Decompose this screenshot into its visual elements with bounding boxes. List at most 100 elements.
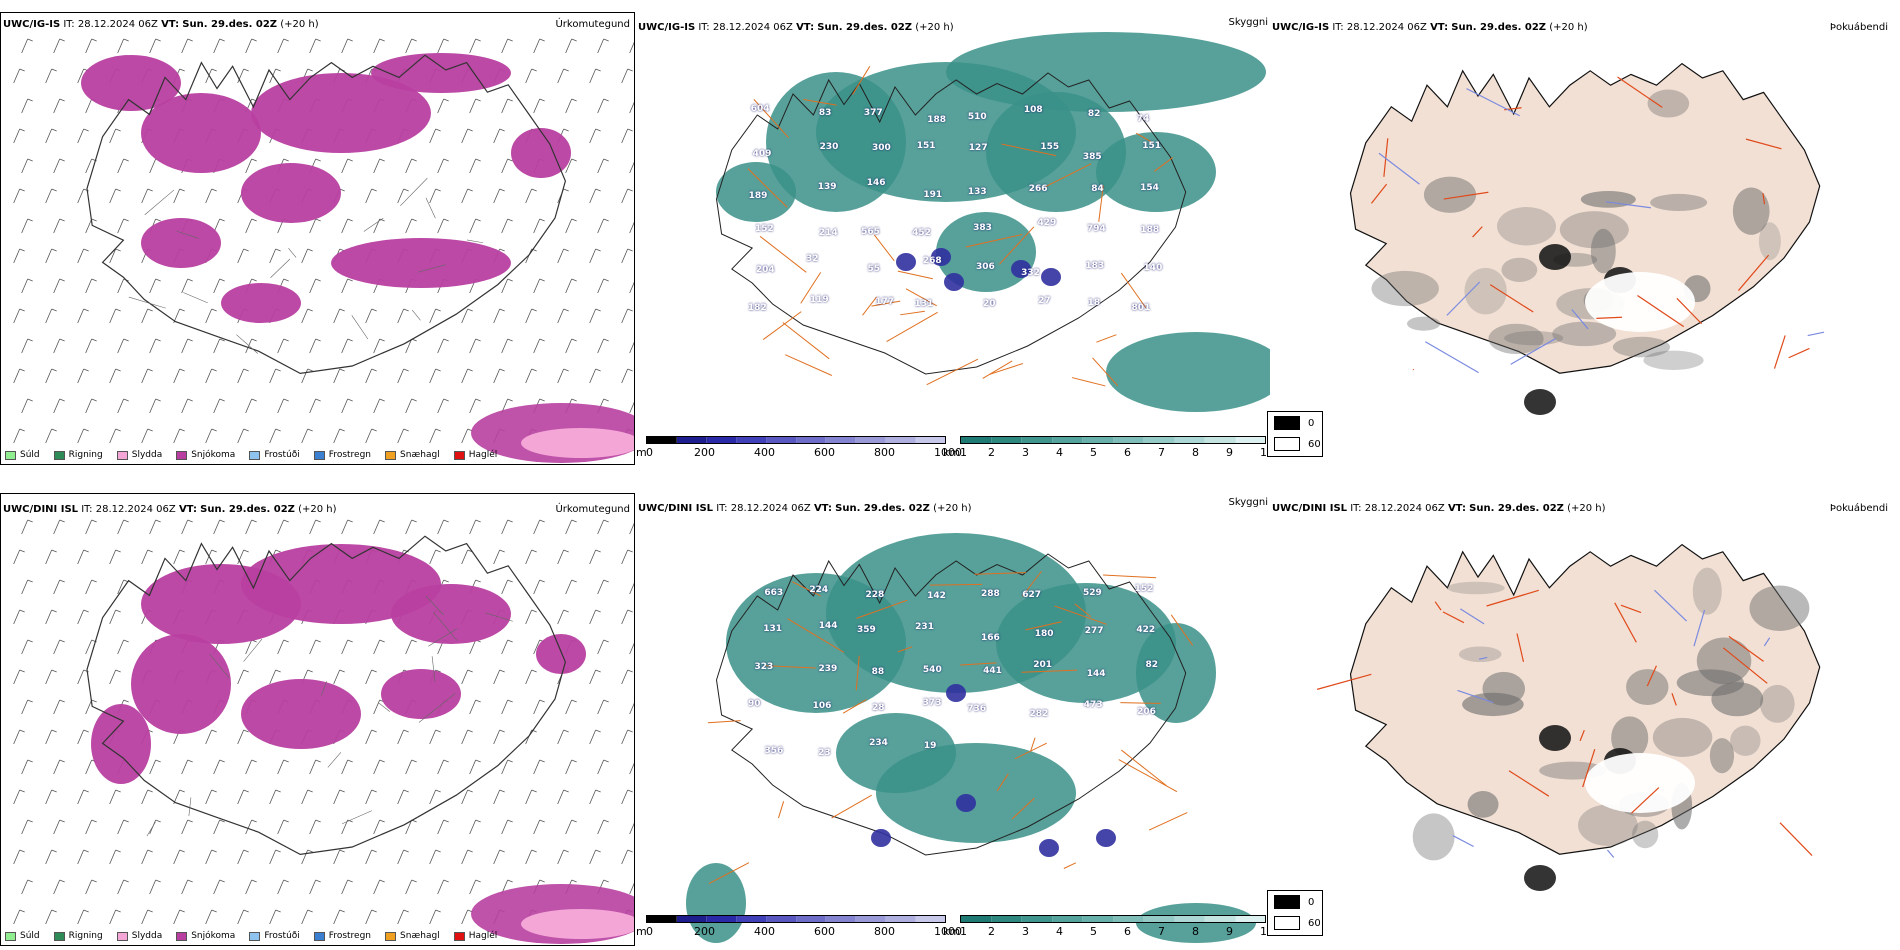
km-tick-label: 2 [988, 446, 995, 459]
precip-panel-top: UWC/IG-IS IT: 28.12.2024 06Z VT: Sun. 29… [0, 12, 635, 465]
legend-swatch [249, 931, 261, 941]
height-colorbar [646, 915, 946, 923]
height-tick-label: 600 [814, 446, 835, 459]
visibility-value-label: 794 [1086, 223, 1106, 234]
legend-label: Slydda [131, 931, 163, 941]
height-colorbar-segment [796, 916, 827, 922]
km-tick-label: 8 [1192, 446, 1199, 459]
precip-panel-bottom: UWC/DINI ISL IT: 28.12.2024 06Z VT: Sun.… [0, 493, 635, 946]
visibility-value-label: 277 [1084, 625, 1104, 636]
legend-item: Snæhagl [385, 450, 440, 460]
height-colorbar-segment [886, 916, 917, 922]
visibility-value-label: 154 [1140, 183, 1159, 194]
km-colorbar [960, 436, 1266, 444]
visibility-value-label: 152 [754, 224, 774, 235]
visibility-value-label: 155 [1040, 141, 1060, 152]
visibility-value-label: 23 [818, 747, 831, 758]
visibility-value-label: 152 [1134, 583, 1154, 594]
height-tick-label: 0 [646, 925, 653, 938]
height-colorbar-segment [706, 437, 737, 443]
legend-item: Haglél [453, 450, 497, 460]
height-colorbar [646, 436, 946, 444]
visibility-value-label: 140 [1143, 262, 1163, 273]
legend-swatch [53, 450, 65, 460]
km-tick-label: 6 [1124, 446, 1131, 459]
fog-panel-top: UWC/IG-IS IT: 28.12.2024 06Z VT: Sun. 29… [1270, 12, 1900, 465]
visibility-value-label: 108 [1023, 105, 1043, 116]
km-colorbar-segment [1205, 437, 1236, 443]
fog-legend: 0 60 [1267, 890, 1323, 936]
visibility-value-label: 84 [1091, 184, 1104, 195]
visibility-value-label: 119 [809, 294, 829, 305]
legend-item: Snjókoma [176, 931, 235, 941]
km-unit: km [943, 925, 961, 938]
visibility-panel-top: UWC/IG-IS IT: 28.12.2024 06Z VT: Sun. 29… [636, 12, 1270, 465]
legend-swatch [116, 450, 128, 460]
visibility-value-label: 383 [973, 222, 992, 233]
visibility-value-label: 231 [915, 621, 934, 632]
fog-map [1316, 543, 1821, 891]
height-unit: m [636, 925, 647, 938]
km-tick-label: 4 [1056, 925, 1063, 938]
panel-header: UWC/DINI ISL IT: 28.12.2024 06Z VT: Sun.… [1272, 503, 1606, 514]
legend-item: Rigning [53, 931, 103, 941]
height-colorbar-segment [826, 916, 857, 922]
fog-legend-white-swatch [1274, 437, 1300, 451]
legend-item: Snjókoma [176, 450, 235, 460]
visibility-value-label: 83 [818, 108, 832, 119]
visibility-value-label: 82 [1087, 108, 1101, 119]
legend-item: Slydda [116, 931, 163, 941]
km-tick-label: 3 [1022, 446, 1029, 459]
km-colorbar-segment [961, 437, 992, 443]
visibility-value-label: 18 [1087, 297, 1101, 308]
legend-item: Rigning [53, 450, 103, 460]
km-colorbar-segment [991, 437, 1022, 443]
visibility-value-label: 288 [980, 588, 1000, 599]
height-colorbar-segment [676, 437, 707, 443]
height-colorbar-segment [916, 437, 946, 443]
km-colorbar-segment [1022, 916, 1053, 922]
visibility-value-label: 266 [1028, 184, 1048, 195]
legend-label: Haglél [468, 931, 498, 941]
height-tick-label: 400 [754, 925, 775, 938]
fog-legend: 0 60 [1267, 411, 1323, 457]
legend-item: Slydda [116, 450, 162, 460]
visibility-value-label: 356 [764, 745, 784, 756]
legend-swatch [453, 450, 465, 460]
visibility-value-label: 268 [922, 256, 942, 267]
visibility-value-label: 180 [1034, 629, 1054, 640]
visibility-value-label: 736 [967, 703, 986, 714]
panel-title: Skyggni [1228, 497, 1268, 508]
visibility-value-label: 452 [912, 228, 931, 239]
legend-swatch [313, 450, 325, 460]
visibility-value-label: 27 [1038, 295, 1051, 306]
visibility-map [715, 32, 1270, 412]
km-tick-label: 9 [1226, 446, 1233, 459]
height-colorbar-segment [826, 437, 857, 443]
visibility-value-label: 90 [748, 699, 761, 710]
visibility-value-label: 151 [916, 141, 936, 152]
visibility-value-label: 88 [871, 667, 885, 678]
km-colorbar-segment [1052, 437, 1083, 443]
visibility-value-label: 32 [806, 254, 819, 265]
visibility-value-label: 385 [1082, 151, 1102, 162]
height-colorbar-segment [886, 437, 917, 443]
height-colorbar-segment [676, 916, 707, 922]
height-colorbar-segment [706, 916, 737, 922]
visibility-value-label: 422 [1136, 625, 1156, 636]
km-colorbar-segment [1113, 437, 1144, 443]
visibility-value-label: 144 [1086, 668, 1106, 679]
legend-swatch [5, 450, 16, 460]
fog-legend-max: 60 [1308, 438, 1321, 450]
legend-swatch [176, 931, 188, 941]
visibility-value-label: 300 [871, 143, 891, 154]
visibility-value-label: 182 [747, 303, 767, 314]
legend-label: Súld [20, 931, 40, 941]
visibility-value-label: 627 [1022, 589, 1042, 600]
visibility-value-label: 282 [1029, 709, 1049, 720]
legend-swatch [5, 931, 16, 941]
visibility-value-label: 204 [755, 265, 775, 276]
legend-swatch [53, 931, 65, 941]
visibility-value-label: 146 [866, 178, 886, 189]
